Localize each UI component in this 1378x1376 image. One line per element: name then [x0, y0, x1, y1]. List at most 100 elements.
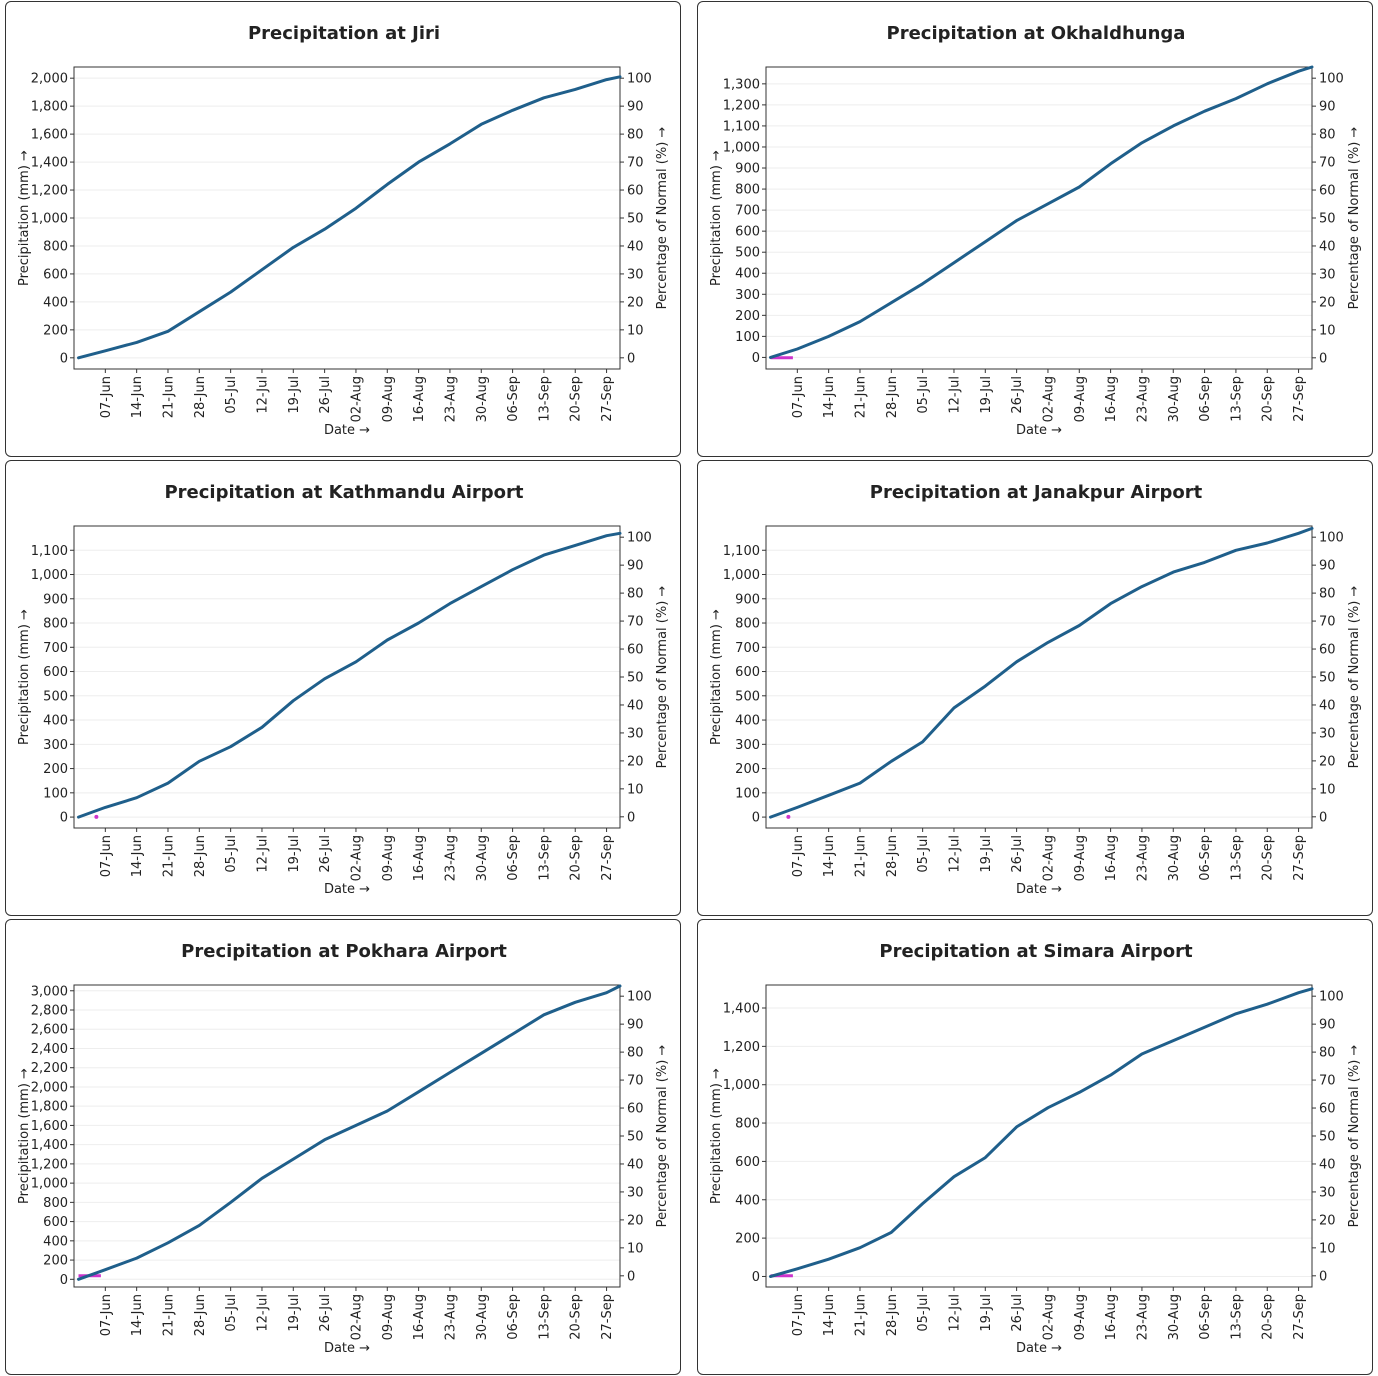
- y-tick-label: 600: [735, 225, 760, 240]
- y2-tick-label: 40: [627, 698, 644, 713]
- x-tick-label: 14-Jun: [822, 376, 837, 418]
- x-tick-label: 02-Aug: [1041, 376, 1056, 422]
- y-tick-label: 900: [43, 592, 68, 607]
- y-tick-label: 700: [735, 641, 760, 656]
- x-tick-label: 14-Jun: [822, 835, 837, 877]
- y2-tick-label: 20: [627, 1213, 644, 1228]
- x-tick-label: 21-Jun: [161, 1294, 176, 1336]
- y-tick-label: 2,800: [31, 1004, 68, 1019]
- x-tick-label: 28-Jun: [885, 835, 900, 877]
- y-tick-label: 300: [735, 288, 760, 303]
- y-tick-label: 200: [735, 309, 760, 324]
- y-tick-label: 800: [735, 1117, 760, 1132]
- x-tick-label: 19-Jul: [287, 835, 302, 873]
- x-tick-label: 19-Jul: [979, 835, 994, 873]
- y-tick-label: 600: [735, 1155, 760, 1170]
- y2-tick-label: 80: [1319, 128, 1336, 143]
- y-axis-label: Precipitation (mm) →: [17, 150, 32, 286]
- y-tick-label: 800: [735, 617, 760, 632]
- y2-tick-label: 40: [1319, 239, 1336, 254]
- y2-tick-label: 50: [1319, 671, 1336, 686]
- x-tick-label: 13-Sep: [1229, 1294, 1244, 1340]
- y-tick-label: 400: [43, 1234, 68, 1249]
- y2-tick-label: 20: [627, 295, 644, 310]
- y-tick-label: 400: [43, 295, 68, 310]
- x-tick-label: 20-Sep: [1261, 376, 1276, 422]
- y-tick-label: 800: [735, 183, 760, 198]
- x-axis-label: Date →: [324, 882, 370, 897]
- y-tick-label: 700: [43, 641, 68, 656]
- y-tick-label: 1,200: [723, 98, 760, 113]
- y-tick-label: 500: [735, 246, 760, 261]
- x-tick-label: 28-Jun: [885, 1294, 900, 1336]
- plot-frame: [73, 525, 621, 829]
- x-tick-label: 07-Jun: [791, 835, 806, 877]
- x-tick-label: 02-Aug: [1041, 835, 1056, 881]
- x-tick-label: 14-Jun: [822, 1294, 837, 1336]
- x-tick-label: 13-Sep: [537, 1294, 552, 1340]
- x-tick-label: 06-Sep: [506, 835, 521, 881]
- y2-tick-label: 40: [1319, 1157, 1336, 1172]
- y2-tick-label: 10: [1319, 782, 1336, 797]
- x-axis-label: Date →: [324, 423, 370, 438]
- y-tick-label: 1,600: [31, 128, 68, 143]
- y2-tick-label: 30: [1319, 726, 1336, 741]
- y2-tick-label: 40: [1319, 698, 1336, 713]
- y-tick-label: 600: [43, 267, 68, 282]
- y2-tick-label: 60: [1319, 643, 1336, 658]
- y-tick-label: 100: [43, 786, 68, 801]
- x-tick-label: 21-Jun: [161, 376, 176, 418]
- y2-tick-label: 50: [1319, 212, 1336, 227]
- y-tick-label: 800: [43, 239, 68, 254]
- y2-tick-label: 90: [1319, 1018, 1336, 1033]
- y-tick-label: 1,000: [723, 568, 760, 583]
- plot-frame: [765, 525, 1313, 829]
- chart-svg: Precipitation at Okhaldhunga010020030040…: [709, 23, 1362, 438]
- y2-axis-label: Percentage of Normal (%) →: [1347, 1045, 1362, 1228]
- y-tick-label: 1,600: [31, 1119, 68, 1134]
- x-tick-label: 30-Aug: [475, 376, 490, 422]
- chart-svg: Precipitation at Pokhara Airport02004006…: [17, 941, 670, 1356]
- y-tick-label: 400: [735, 714, 760, 729]
- y-tick-label: 1,000: [31, 1177, 68, 1192]
- plot-frame: [73, 984, 621, 1288]
- normal-percent-point: [786, 814, 791, 819]
- y-tick-label: 400: [735, 1193, 760, 1208]
- y-tick-label: 1,200: [723, 1040, 760, 1055]
- x-tick-label: 21-Jun: [161, 835, 176, 877]
- y2-tick-label: 40: [627, 239, 644, 254]
- x-tick-label: 27-Sep: [600, 376, 615, 422]
- normal-percent-point: [94, 814, 99, 819]
- x-tick-label: 26-Jul: [318, 835, 333, 873]
- x-tick-label: 26-Jul: [318, 376, 333, 414]
- x-tick-label: 27-Sep: [600, 1294, 615, 1340]
- x-tick-label: 05-Jul: [224, 376, 239, 414]
- y2-tick-label: 40: [627, 1157, 644, 1172]
- y2-tick-label: 0: [1319, 1269, 1327, 1284]
- y-tick-label: 2,000: [31, 1080, 68, 1095]
- x-tick-label: 16-Aug: [1104, 376, 1119, 422]
- y-tick-label: 600: [43, 665, 68, 680]
- y2-tick-label: 90: [627, 559, 644, 574]
- precipitation-line: [77, 75, 622, 360]
- x-tick-label: 16-Aug: [412, 835, 427, 881]
- y2-tick-label: 100: [1319, 72, 1344, 87]
- x-tick-label: 19-Jul: [979, 1294, 994, 1332]
- y2-tick-label: 10: [627, 1241, 644, 1256]
- panel-okhaldhunga: Precipitation at Okhaldhunga 0 100 200 300 40…: [697, 1, 1373, 457]
- x-tick-label: 27-Sep: [1292, 1294, 1307, 1340]
- x-tick-label: 28-Jun: [193, 1294, 208, 1336]
- x-axis-label: Date →: [324, 1341, 370, 1356]
- y2-tick-label: 50: [627, 671, 644, 686]
- x-tick-label: 30-Aug: [475, 835, 490, 881]
- x-tick-label: 21-Jun: [853, 376, 868, 418]
- y2-tick-label: 10: [1319, 323, 1336, 338]
- y-tick-label: 1,300: [723, 77, 760, 92]
- y2-tick-label: 100: [627, 531, 652, 546]
- x-tick-label: 02-Aug: [349, 376, 364, 422]
- x-tick-label: 19-Jul: [979, 376, 994, 414]
- y2-tick-label: 50: [1319, 1130, 1336, 1145]
- x-axis-label: Date →: [1016, 1341, 1062, 1356]
- x-tick-label: 05-Jul: [916, 376, 931, 414]
- x-tick-label: 09-Aug: [381, 1294, 396, 1340]
